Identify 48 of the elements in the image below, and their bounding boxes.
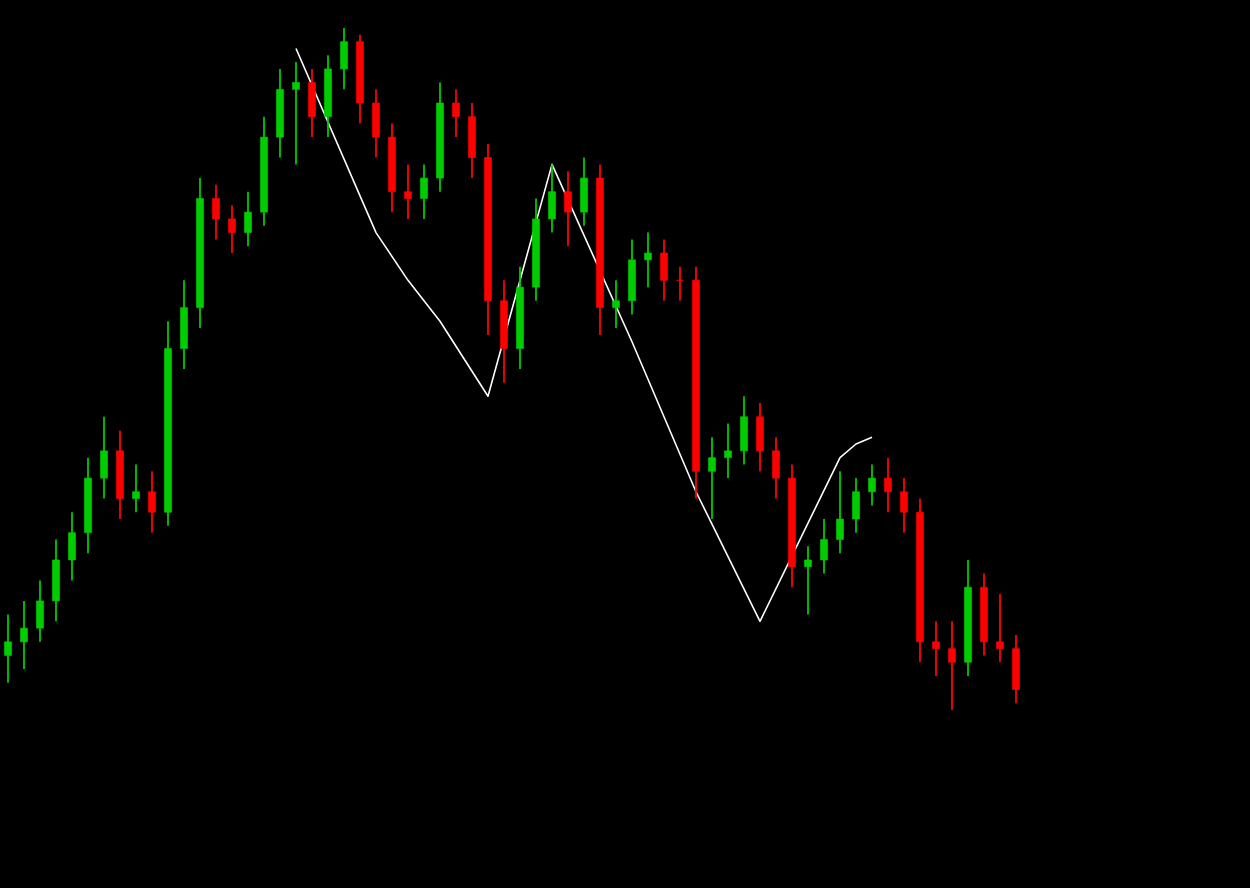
candlestick	[468, 102, 476, 179]
candlestick	[836, 470, 844, 555]
candlestick	[180, 279, 188, 370]
candlestick	[708, 436, 716, 520]
candlestick	[724, 422, 732, 480]
candlestick	[292, 61, 300, 166]
candlestick	[68, 511, 76, 582]
candlestick	[36, 579, 44, 643]
candlestick	[564, 170, 572, 248]
candlestick	[660, 238, 668, 302]
candlestick	[804, 545, 812, 616]
candlestick	[100, 415, 108, 500]
candlestick	[852, 477, 860, 534]
candlestick	[628, 238, 636, 316]
candlestick	[244, 190, 252, 248]
candlestick	[740, 395, 748, 466]
candlestick	[772, 436, 780, 500]
candlestick	[548, 163, 556, 234]
candlestick	[500, 279, 508, 384]
candlestick	[308, 68, 316, 139]
candlestick	[452, 88, 460, 139]
candlestick	[756, 402, 764, 473]
candlestick	[612, 279, 620, 329]
candlestick	[996, 593, 1004, 664]
candlestick	[868, 463, 876, 507]
candlestick	[148, 470, 156, 534]
candlestick	[404, 163, 412, 220]
candlestick	[52, 538, 60, 623]
candlestick	[276, 68, 284, 159]
candlestick	[212, 183, 220, 241]
candlestick	[228, 204, 236, 254]
candlestick	[580, 156, 588, 227]
candlestick	[116, 429, 124, 520]
candlestick	[820, 518, 828, 575]
candlestick	[884, 456, 892, 514]
candlestick	[948, 620, 956, 711]
candlestick	[644, 231, 652, 289]
candlestick	[900, 477, 908, 534]
candlestick	[1012, 634, 1020, 705]
candlestick	[132, 463, 140, 514]
candlestick	[932, 620, 940, 677]
candlestick	[676, 265, 684, 302]
candlestick	[20, 599, 28, 670]
candlestick	[4, 613, 12, 684]
candlestick	[340, 27, 348, 91]
candlestick	[420, 163, 428, 220]
candlestick	[372, 88, 380, 159]
candlestick	[324, 54, 332, 139]
